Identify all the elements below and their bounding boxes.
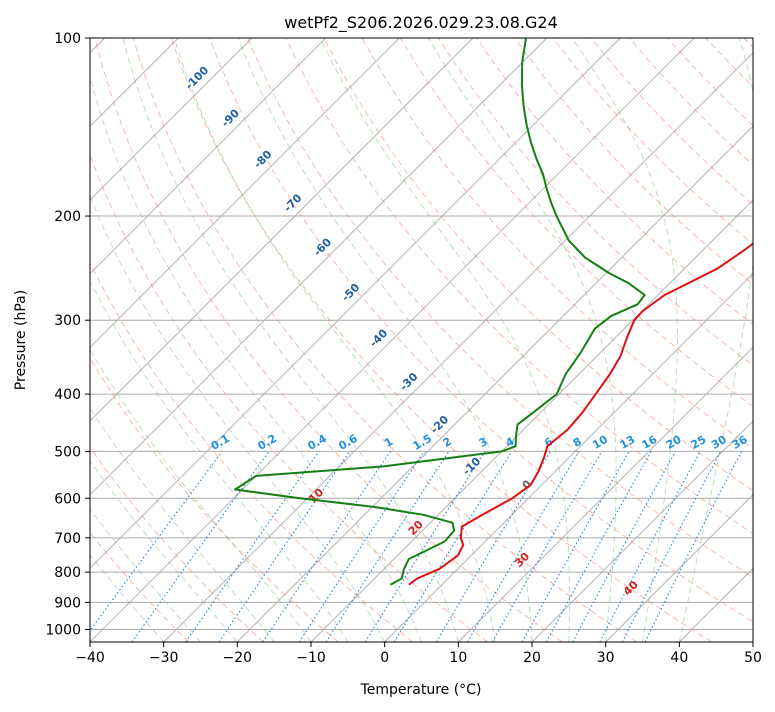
x-tick-label: −40 xyxy=(75,650,105,666)
x-tick-label: 30 xyxy=(597,650,615,666)
x-tick-label: 50 xyxy=(744,650,762,666)
y-axis-label: Pressure (hPa) xyxy=(13,290,29,390)
x-axis-label: Temperature (°C) xyxy=(360,682,482,698)
y-tick-label: 700 xyxy=(54,531,81,547)
y-tick-label: 900 xyxy=(54,595,81,611)
y-tick-label: 200 xyxy=(54,209,81,225)
y-tick-label: 600 xyxy=(54,491,81,507)
y-tick-label: 400 xyxy=(54,387,81,403)
chart-title: wetPf2_S206.2026.029.23.08.G24 xyxy=(284,13,558,33)
x-tick-label: −10 xyxy=(296,650,326,666)
y-tick-label: 1000 xyxy=(45,622,81,638)
y-tick-label: 300 xyxy=(54,313,81,329)
x-tick-label: 10 xyxy=(449,650,467,666)
x-tick-label: −30 xyxy=(149,650,179,666)
y-tick-label: 100 xyxy=(54,31,81,47)
x-tick-label: 20 xyxy=(523,650,541,666)
y-tick-label: 500 xyxy=(54,444,81,460)
x-tick-label: 0 xyxy=(380,650,389,666)
y-tick-label: 800 xyxy=(54,565,81,581)
x-tick-label: −20 xyxy=(223,650,253,666)
x-tick-label: 40 xyxy=(670,650,688,666)
